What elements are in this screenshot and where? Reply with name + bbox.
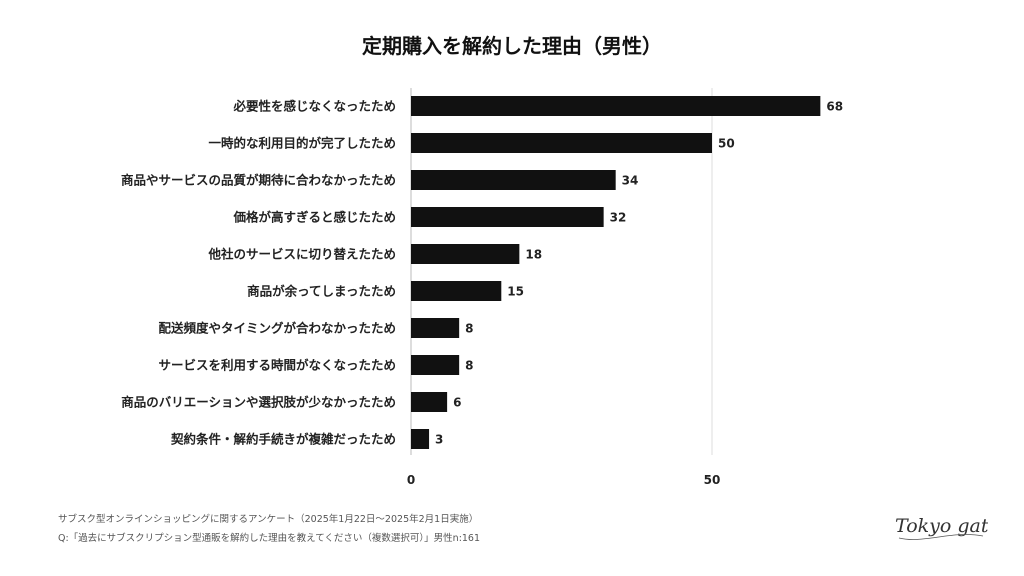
category-label: 契約条件・解約手続きが複雑だったため [170, 432, 396, 447]
bars [411, 96, 821, 449]
value-label: 18 [525, 248, 542, 262]
bar [411, 392, 448, 412]
chart-title: 定期購入を解約した理由（男性） [362, 34, 662, 58]
x-axis-ticks: 0 50 [407, 473, 721, 487]
category-label: 一時的な利用目的が完了したため [208, 136, 396, 151]
tokyo-gate-logo: Tokyo gate [895, 515, 988, 540]
value-label: 68 [826, 100, 843, 114]
category-label: 必要性を感じなくなったため [232, 99, 396, 114]
bar [411, 244, 520, 264]
survey-question-note: Q:「過去にサブスクリプション型通販を解約した理由を教えてください（複数選択可）… [58, 533, 481, 544]
svg-text:Tokyo gate: Tokyo gate [895, 515, 988, 537]
survey-source-note: サブスク型オンラインショッピングに関するアンケート（2025年1月22日〜202… [58, 514, 479, 525]
value-labels: 68 50 34 32 18 15 8 8 6 3 [435, 100, 843, 447]
bar [411, 429, 430, 449]
value-label: 15 [507, 285, 524, 299]
category-label: サービスを利用する時間がなくなったため [158, 358, 396, 373]
bar-chart: 必要性を感じなくなったため一時的な利用目的が完了したため商品やサービスの品質が期… [121, 88, 843, 487]
bar [411, 207, 604, 227]
value-label: 3 [435, 433, 443, 447]
value-label: 34 [622, 174, 639, 188]
x-tick-label: 0 [407, 473, 415, 487]
category-label: 配送頻度やタイミングが合わなかったため [158, 321, 396, 336]
bar [411, 96, 821, 116]
value-label: 32 [610, 211, 627, 225]
value-label: 8 [465, 359, 473, 373]
category-label: 商品のバリエーションや選択肢が少なかったため [121, 395, 396, 410]
bar [411, 318, 460, 338]
category-label: 商品が余ってしまったため [247, 284, 396, 299]
bar [411, 170, 616, 190]
value-label: 50 [718, 137, 735, 151]
category-label: 価格が高すぎると感じたため [232, 210, 396, 225]
category-label: 他社のサービスに切り替えたため [207, 247, 396, 262]
value-label: 6 [453, 396, 461, 410]
bar [411, 281, 502, 301]
value-label: 8 [465, 322, 473, 336]
bar [411, 355, 460, 375]
category-labels: 必要性を感じなくなったため一時的な利用目的が完了したため商品やサービスの品質が期… [121, 99, 396, 447]
bar [411, 133, 712, 153]
category-label: 商品やサービスの品質が期待に合わなかったため [121, 173, 396, 188]
x-tick-label: 50 [704, 473, 721, 487]
